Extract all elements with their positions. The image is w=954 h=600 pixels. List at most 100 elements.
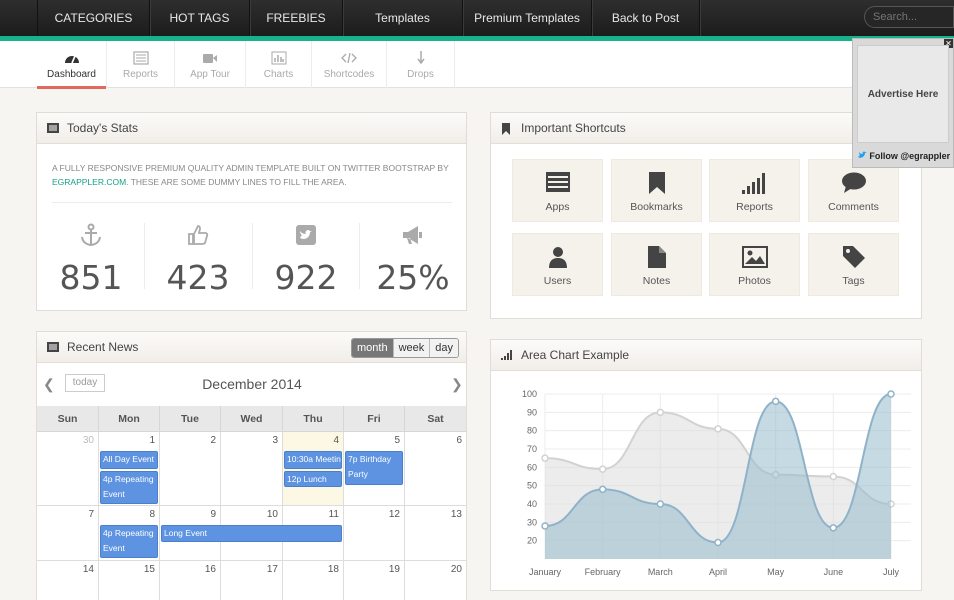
stats-description: A FULLY RESPONSIVE PREMIUM QUALITY ADMIN… <box>52 161 452 189</box>
file-icon <box>647 246 666 268</box>
calendar-event[interactable]: 7p Birthday Party <box>345 451 403 485</box>
tab-reports[interactable]: Reports <box>107 41 175 88</box>
nav-templates[interactable]: Templates <box>343 0 463 36</box>
calendar-view-switcher: month week day <box>350 338 459 358</box>
anchor-icon <box>81 223 101 247</box>
calendar-event[interactable]: 12p Lunch <box>284 471 342 487</box>
megaphone-icon <box>403 226 422 244</box>
calendar-month-title: December 2014 <box>202 376 302 392</box>
divider <box>52 202 452 203</box>
shortcut-tags[interactable]: Tags <box>808 233 899 296</box>
calendar-day[interactable]: 1 <box>99 432 160 506</box>
calendar-day[interactable]: 8 <box>99 506 160 561</box>
panel-header: Today's Stats <box>37 113 466 144</box>
calendar-day[interactable]: 6 <box>405 432 466 506</box>
tab-shortcodes[interactable]: Shortcodes <box>312 41 387 88</box>
comment-icon <box>841 172 866 193</box>
stat-value: 922 <box>274 258 338 297</box>
shortcuts-panel: Important Shortcuts Apps Bookmarks Repor… <box>490 112 922 319</box>
data-point <box>541 454 549 462</box>
advertisement-box: ✕ Advertise Here Follow @egrappler <box>852 38 954 168</box>
calendar-day[interactable]: 5 <box>344 432 405 506</box>
video-icon <box>203 54 217 63</box>
today-button[interactable]: today <box>65 374 105 392</box>
data-point <box>887 390 895 398</box>
panel-title: Today's Stats <box>67 121 138 135</box>
view-day-button[interactable]: day <box>429 339 458 357</box>
view-month-button[interactable]: month <box>351 339 393 357</box>
prev-month-icon[interactable]: ❮ <box>43 376 55 392</box>
twitter-icon <box>857 151 867 158</box>
panel-title: Important Shortcuts <box>521 121 626 135</box>
tab-charts[interactable]: Charts <box>246 41 312 88</box>
nav-freebies[interactable]: FREEBIES <box>250 0 343 36</box>
calendar-day[interactable]: 14 <box>37 561 99 600</box>
shortcut-label: Reports <box>736 201 773 213</box>
next-month-icon[interactable]: ❯ <box>451 376 463 392</box>
shortcut-bookmarks[interactable]: Bookmarks <box>611 159 702 222</box>
tab-drops[interactable]: Drops <box>387 41 455 88</box>
calendar-day[interactable]: 13 <box>405 506 466 561</box>
calendar-day[interactable]: 15 <box>99 561 160 600</box>
day-header: Wed <box>221 406 283 432</box>
egrappler-link[interactable]: EGRAPPLER.COM <box>52 177 127 187</box>
calendar-day[interactable]: 7 <box>37 506 99 561</box>
calendar-day[interactable]: 16 <box>160 561 221 600</box>
calendar-event[interactable]: All Day Event <box>100 451 158 469</box>
calendar-day[interactable]: 18 <box>283 561 344 600</box>
calendar-day[interactable]: 2 <box>160 432 221 506</box>
data-point <box>829 472 838 481</box>
shortcut-notes[interactable]: Notes <box>611 233 702 296</box>
calendar-event-long[interactable]: Long Event <box>161 525 342 542</box>
todays-stats-panel: Today's Stats A FULLY RESPONSIVE PREMIUM… <box>36 112 467 311</box>
twitter-follow-button[interactable]: Follow @egrappler <box>855 145 953 167</box>
search-input[interactable] <box>864 6 954 28</box>
close-icon[interactable]: ✕ <box>944 39 953 48</box>
calendar-event[interactable]: 10:30a Meeting <box>284 451 342 469</box>
user-icon <box>548 247 567 268</box>
bookmark-icon <box>502 123 510 135</box>
shortcut-apps[interactable]: Apps <box>512 159 603 222</box>
panel-title: Area Chart Example <box>521 348 630 362</box>
x-tick-label: June <box>824 567 844 577</box>
view-week-button[interactable]: week <box>392 339 430 357</box>
panel-header: Recent News month week day <box>37 332 466 363</box>
calendar-event[interactable]: 4p Repeating Event <box>100 525 158 558</box>
area-chart: 20 30 40 50 60 70 80 90 100 January February March A… <box>522 389 911 577</box>
tab-dashboard[interactable]: Dashboard <box>37 41 107 89</box>
signal-icon <box>741 173 765 194</box>
nav-back-to-post[interactable]: Back to Post <box>592 0 700 36</box>
shortcut-reports[interactable]: Reports <box>709 159 800 222</box>
advertise-here[interactable]: Advertise Here <box>857 45 949 143</box>
stat-item: 851 <box>37 223 145 297</box>
data-point <box>829 524 838 532</box>
nav-categories[interactable]: CATEGORIES <box>37 0 150 36</box>
shortcut-label: Users <box>543 275 572 287</box>
stat-item: 922 <box>252 223 360 297</box>
calendar-day[interactable]: 17 <box>221 561 283 600</box>
data-point <box>656 500 665 508</box>
y-tick-label: 60 <box>527 462 537 472</box>
shortcut-label: Tags <box>842 275 865 287</box>
list-icon <box>47 123 59 133</box>
calendar-day[interactable]: 12 <box>344 506 405 561</box>
calendar-day-today[interactable]: 4 <box>283 432 344 506</box>
nav-premium-templates[interactable]: Premium Templates <box>463 0 592 36</box>
calendar-day[interactable]: 30 <box>37 432 99 506</box>
shortcut-photos[interactable]: Photos <box>709 233 800 296</box>
data-point <box>598 465 607 473</box>
divider <box>144 223 145 289</box>
nav-hot-tags[interactable]: HOT TAGS <box>150 0 250 36</box>
calendar-day[interactable]: 20 <box>405 561 466 600</box>
picture-icon <box>741 246 768 268</box>
y-tick-label: 40 <box>527 499 537 509</box>
calendar-day[interactable]: 19 <box>344 561 405 600</box>
calendar-day[interactable]: 11 <box>283 506 344 561</box>
tab-app-tour[interactable]: App Tour <box>175 41 246 88</box>
tab-label: Reports <box>122 69 158 80</box>
calendar-day[interactable]: 3 <box>221 432 283 506</box>
x-tick-label: March <box>648 567 673 577</box>
shortcut-comments[interactable]: Comments <box>808 159 899 222</box>
calendar-event[interactable]: 4p Repeating Event <box>100 471 158 504</box>
shortcut-users[interactable]: Users <box>512 233 603 296</box>
